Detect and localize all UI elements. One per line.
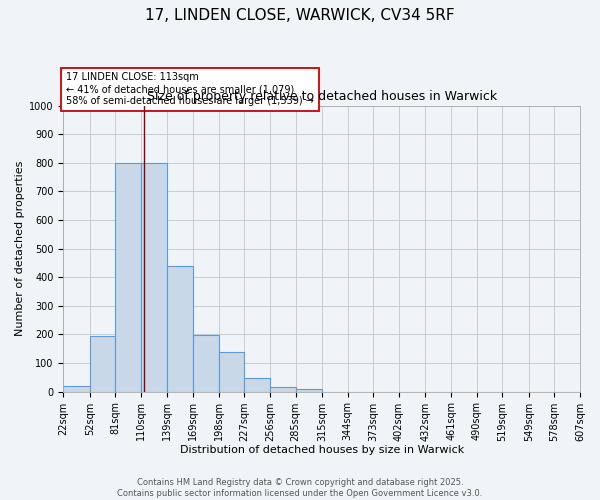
Bar — [296, 390, 322, 392]
Text: Contains HM Land Registry data © Crown copyright and database right 2025.
Contai: Contains HM Land Registry data © Crown c… — [118, 478, 482, 498]
Text: 17, LINDEN CLOSE, WARWICK, CV34 5RF: 17, LINDEN CLOSE, WARWICK, CV34 5RF — [145, 8, 455, 22]
Bar — [167, 266, 193, 392]
Title: Size of property relative to detached houses in Warwick: Size of property relative to detached ho… — [146, 90, 497, 103]
X-axis label: Distribution of detached houses by size in Warwick: Distribution of detached houses by size … — [179, 445, 464, 455]
Bar — [193, 335, 219, 392]
Bar — [270, 388, 296, 392]
Y-axis label: Number of detached properties: Number of detached properties — [15, 161, 25, 336]
Bar — [244, 378, 270, 392]
Bar — [141, 163, 167, 392]
Bar — [64, 386, 90, 392]
Bar — [90, 336, 115, 392]
Bar — [115, 163, 141, 392]
Bar — [219, 352, 244, 392]
Text: 17 LINDEN CLOSE: 113sqm
← 41% of detached houses are smaller (1,079)
58% of semi: 17 LINDEN CLOSE: 113sqm ← 41% of detache… — [66, 72, 314, 106]
